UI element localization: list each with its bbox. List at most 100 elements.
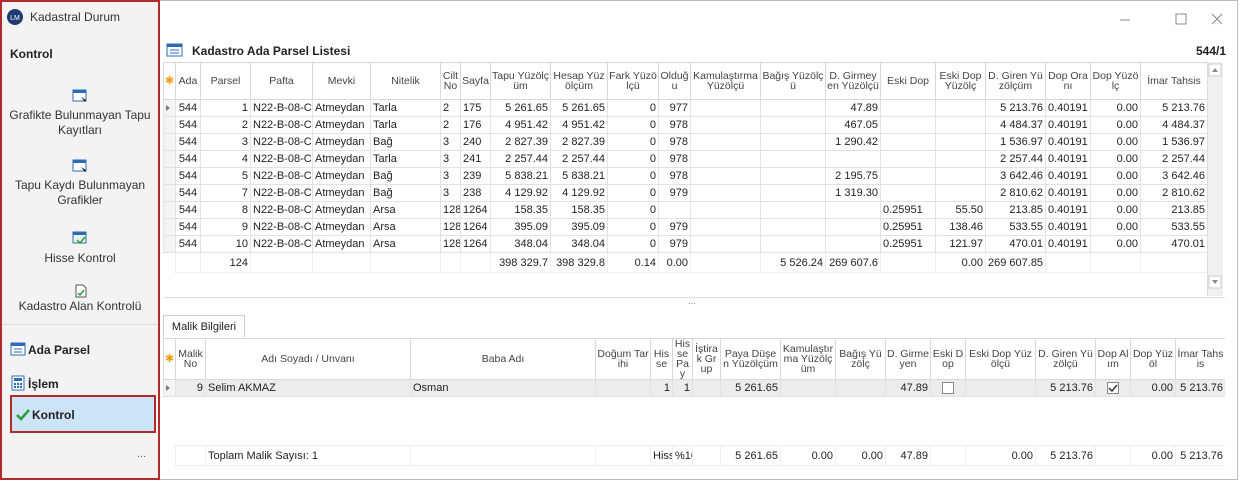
cell: Atmeydan: [312, 116, 371, 134]
data-row[interactable]: 544 2 N22-B-08-C Atmeydan Tarla 2 176 4 951.42 4…: [163, 116, 1207, 134]
header-row: ✱ Malik No Adı Soyadı / Unvanı Baba Adı Doğu…: [163, 338, 1225, 380]
column-header[interactable]: Eski Dop: [880, 62, 936, 100]
checkbox[interactable]: [942, 382, 954, 395]
column-header[interactable]: Dop Oranı: [1045, 62, 1091, 100]
cell: [825, 218, 881, 236]
cell: [880, 116, 936, 134]
cell: 238: [460, 184, 491, 202]
column-header[interactable]: Fark Yüzölçü: [607, 62, 659, 100]
cell: [935, 150, 986, 168]
total-cell: 47.89: [885, 445, 931, 466]
column-header[interactable]: Mevki: [312, 62, 371, 100]
column-header[interactable]: D. Girmeyen: [885, 338, 931, 380]
column-header[interactable]: Eski Dop: [930, 338, 966, 380]
cell: 0.40191: [1045, 218, 1091, 236]
menu-item[interactable]: Kadastro Alan Kontrolü: [18, 299, 142, 313]
cell: [690, 235, 761, 253]
data-row[interactable]: 544 5 N22-B-08-C Atmeydan Bağ 3 239 5 838.21 5 8…: [163, 167, 1207, 185]
column-header[interactable]: Cilt No: [440, 62, 461, 100]
cell: 3: [440, 133, 461, 151]
data-row[interactable]: 544 7 N22-B-08-C Atmeydan Bağ 3 238 4 129.92 4 1…: [163, 184, 1207, 202]
data-row[interactable]: 544 9 N22-B-08-C Atmeydan Arsa 128 1264 395.09 3…: [163, 218, 1207, 236]
column-header[interactable]: Doğum Tarihi: [595, 338, 651, 380]
cell: Arsa: [370, 218, 441, 236]
data-row[interactable]: 544 10 N22-B-08-C Atmeydan Arsa 128 1264 348.04…: [163, 235, 1207, 253]
data-row[interactable]: 544 1 N22-B-08-C Atmeydan Tarla 2 175 5 261.65 5…: [163, 99, 1207, 117]
cell: 977: [658, 99, 691, 117]
column-header[interactable]: Adı Soyadı / Unvanı: [205, 338, 411, 380]
window-controls[interactable]: [1110, 8, 1230, 30]
column-header[interactable]: Eski Dop Yüzölçü: [965, 338, 1036, 380]
total-cell: 0.00: [780, 445, 836, 466]
data-row[interactable]: 544 3 N22-B-08-C Atmeydan Bağ 3 240 2 827.39 2 8…: [163, 133, 1207, 151]
column-header[interactable]: Sayfa: [460, 62, 491, 100]
data-row[interactable]: 544 4 N22-B-08-C Atmeydan Tarla 3 241 2 257.44 2…: [163, 150, 1207, 168]
cell: 4 129.92: [490, 184, 551, 202]
totals-indicator: [164, 446, 176, 466]
cell: 1 536.97: [1140, 133, 1207, 151]
column-header[interactable]: Paya Düşen Yüzölçüm: [720, 338, 781, 380]
owner-grid: ✱ Malik No Adı Soyadı / Unvanı Baba Adı Doğu…: [163, 338, 1225, 476]
cell: 0.00: [1090, 116, 1141, 134]
column-header[interactable]: Kamulaştırma Yüzölçüm: [780, 338, 836, 380]
empty-row: [164, 429, 1226, 446]
splitter[interactable]: ...: [688, 296, 696, 306]
column-header[interactable]: Dop Yüzöl: [1130, 338, 1176, 380]
nav-item-selected[interactable]: Kontrol: [10, 395, 156, 433]
column-header[interactable]: Ada: [175, 62, 201, 100]
column-header[interactable]: Nitelik: [370, 62, 441, 100]
data-row[interactable]: 9 Selim AKMAZ Osman 1 1 5 261.65 47.89 5 213.76…: [163, 379, 1225, 397]
total-cell: Toplam Malik Sayısı: 1: [205, 445, 411, 466]
nav-item[interactable]: İşlem: [28, 377, 59, 391]
tab[interactable]: Malik Bilgileri: [163, 315, 245, 337]
column-header[interactable]: Bağış Yüzölçü: [760, 62, 826, 100]
cell: 0.40191: [1045, 201, 1091, 219]
checkbox[interactable]: [1107, 382, 1119, 395]
column-header[interactable]: Hisse: [650, 338, 673, 380]
total-cell: 0.00: [658, 252, 691, 273]
column-header[interactable]: Baba Adı: [410, 338, 596, 380]
list-icon: [166, 43, 183, 57]
column-header[interactable]: Olduğu: [658, 62, 691, 100]
column-header[interactable]: D. Girmeyen Yüzölçü: [825, 62, 881, 100]
total-cell: [1090, 252, 1141, 273]
cell: 533.55: [1140, 218, 1207, 236]
cell: N22-B-08-C: [250, 99, 313, 117]
column-header[interactable]: Eski Dop Yüzölç: [935, 62, 986, 100]
column-header[interactable]: Bağış Yüzölç: [835, 338, 886, 380]
column-header[interactable]: Hisse Pay: [672, 338, 693, 380]
row-indicator: [163, 201, 176, 219]
cell: N22-B-08-C: [250, 218, 313, 236]
menu-item[interactable]: Hisse Kontrol: [44, 251, 116, 265]
nav-item[interactable]: Ada Parsel: [28, 343, 91, 357]
more[interactable]: ...: [136, 448, 146, 460]
cell: 5 213.76: [1175, 379, 1225, 397]
cell: [760, 201, 826, 219]
scrollbar[interactable]: [1207, 62, 1223, 296]
column-header[interactable]: Dop Alım: [1095, 338, 1131, 380]
total-cell: [460, 252, 491, 273]
cell: 128: [440, 218, 461, 236]
column-header[interactable]: Parsel: [200, 62, 251, 100]
column-header[interactable]: Pafta: [250, 62, 313, 100]
column-header[interactable]: Hesap Yüzölçüm: [550, 62, 608, 100]
column-header[interactable]: İmar Tahsis: [1175, 338, 1225, 380]
menu-item[interactable]: Tapu Kaydı Bulunmayan Grafikler: [14, 178, 146, 207]
cell: 2 257.44: [550, 150, 608, 168]
column-header[interactable]: D. Giren Yüzölçüm: [985, 62, 1046, 100]
column-header[interactable]: Malik No: [175, 338, 206, 380]
data-row[interactable]: 544 8 N22-B-08-C Atmeydan Arsa 128 1264 158.35 1…: [163, 201, 1207, 219]
menu-item[interactable]: Grafikte Bulunmayan Tapu Kayıtları: [9, 108, 151, 137]
cell: Osman: [410, 379, 596, 397]
cell: [690, 133, 761, 151]
column-header[interactable]: D. Giren Yüzölçü: [1035, 338, 1096, 380]
row-indicator: [163, 133, 176, 151]
column-header[interactable]: İştirak Grup: [692, 338, 721, 380]
column-header[interactable]: Dop Yüzölç: [1090, 62, 1141, 100]
column-header[interactable]: Tapu Yüzölçüm: [490, 62, 551, 100]
column-header[interactable]: İmar Tahsis: [1140, 62, 1207, 100]
column-header[interactable]: Kamulaştırma Yüzölçü: [690, 62, 761, 100]
cell: 544: [175, 201, 201, 219]
cell: 158.35: [550, 201, 608, 219]
